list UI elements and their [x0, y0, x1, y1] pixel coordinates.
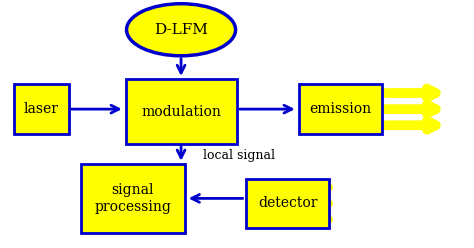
Text: modulation: modulation — [141, 105, 221, 119]
FancyBboxPatch shape — [246, 179, 329, 228]
FancyBboxPatch shape — [299, 84, 382, 134]
Text: local signal: local signal — [203, 149, 275, 161]
FancyBboxPatch shape — [14, 84, 69, 134]
Text: D-LFM: D-LFM — [154, 23, 208, 37]
FancyBboxPatch shape — [81, 164, 185, 233]
Text: laser: laser — [24, 102, 59, 116]
Text: detector: detector — [258, 196, 318, 210]
FancyBboxPatch shape — [126, 79, 237, 144]
Text: signal
processing: signal processing — [94, 183, 171, 214]
Ellipse shape — [127, 4, 236, 56]
Text: emission: emission — [309, 102, 371, 116]
